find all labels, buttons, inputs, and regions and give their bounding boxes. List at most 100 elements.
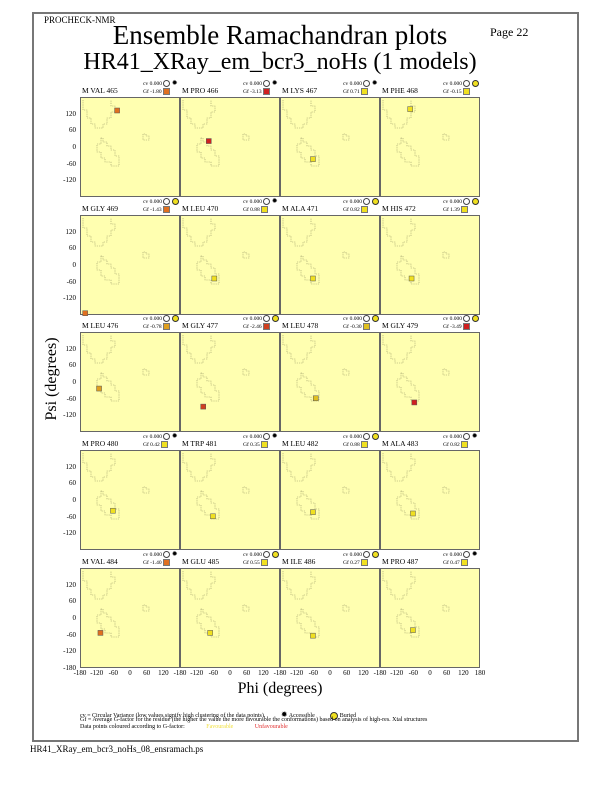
y-tick-label: 120 (65, 109, 77, 118)
panel-residue-label: M LEU 470 (182, 204, 219, 213)
clock-icon (363, 198, 371, 205)
accessible-icon: ✹ (271, 432, 278, 440)
y-tick-label: 0 (72, 496, 77, 504)
panel-residue-label: M ALA 471 (282, 204, 319, 213)
gf-value: Gf 0.71 (343, 88, 360, 95)
buried-icon (171, 315, 179, 322)
cv-value: cv 0.000 (243, 551, 262, 558)
y-tick-label: 0 (72, 614, 77, 622)
y-axis-label: Psi (degrees) (43, 337, 60, 421)
ramachandran-panel (380, 450, 480, 550)
panel-stats: cv 0.000 ✹ Gf 0.82 (443, 433, 478, 449)
buried-icon (171, 198, 179, 205)
gf-color-swatch (361, 558, 369, 566)
cv-value: cv 0.000 (243, 81, 262, 87)
panel-residue-label: M GLU 485 (182, 557, 220, 566)
clock-icon (163, 80, 171, 88)
panel-stats: cv 0.000 Gf 1.39 (443, 198, 479, 214)
ramachandran-panel (380, 568, 480, 668)
y-tick-label: -120 (63, 529, 76, 538)
accessible-icon: ✹ (171, 550, 178, 558)
gf-value: Gf -1.40 (143, 559, 162, 566)
ramachandran-panel (180, 215, 280, 315)
y-tick-label: -120 (63, 411, 76, 420)
accessible-icon: ✹ (471, 432, 478, 440)
accessible-icon: ✹ (171, 79, 178, 87)
page-title: Ensemble Ramachandran plots (112, 20, 448, 50)
panel-stats: cv 0.000 Gf -0.15 (443, 80, 479, 96)
cv-value: cv 0.000 (343, 551, 362, 558)
data-point (97, 630, 104, 636)
footer-filename: HR41_XRay_em_bcr3_noHs_08_ensramach.ps (30, 744, 204, 754)
panel-residue-label: M GLY 479 (382, 321, 419, 330)
data-point (310, 632, 316, 639)
panel-residue-label: M LEU 476 (82, 321, 119, 330)
y-tick-label: -60 (66, 512, 76, 521)
clock-icon (463, 80, 471, 87)
buried-icon (271, 551, 279, 558)
gf-color-swatch (163, 205, 171, 213)
cv-value: cv 0.000 (243, 434, 262, 440)
x-tick-label: -60 (108, 669, 118, 677)
data-point (96, 385, 102, 392)
gf-color-swatch (261, 441, 269, 448)
gf-value: Gf -1.80 (143, 88, 162, 95)
x-tick-label: 120 (258, 669, 269, 677)
ramachandran-panel (280, 215, 380, 315)
x-tick-label: 120 (458, 669, 469, 677)
region-outlines (282, 100, 350, 167)
ramachandran-panel (380, 215, 480, 315)
region-outlines (182, 453, 250, 520)
region-outlines (382, 571, 450, 638)
x-tick-label: -180 (173, 669, 187, 677)
cv-value: cv 0.000 (343, 81, 362, 87)
panel-stats: cv 0.000 ✹ Gf 0.71 (343, 80, 378, 96)
data-point (82, 310, 88, 316)
clock-icon (363, 80, 371, 88)
gf-value: Gf -3.13 (243, 88, 262, 95)
data-point (410, 627, 416, 633)
ramachandran-panel (180, 450, 280, 550)
data-point (210, 513, 216, 520)
clock-icon (163, 315, 171, 322)
gf-value: Gf -0.78 (143, 323, 162, 330)
legend-unfavourable: Unfavourable (254, 724, 288, 730)
region-outlines (82, 571, 150, 638)
y-tick-label: -120 (63, 647, 76, 656)
gf-value: Gf -1.43 (143, 206, 162, 213)
gf-color-swatch (361, 440, 369, 448)
panel-residue-label: M GLY 477 (182, 321, 219, 330)
data-point (310, 509, 316, 515)
gf-color-swatch (161, 441, 169, 448)
gf-value: Gf 0.88 (243, 206, 260, 213)
clock-icon (163, 433, 171, 441)
clock-icon (363, 551, 371, 558)
data-point (410, 510, 416, 517)
region-outlines (82, 335, 150, 402)
legend-line-3: Data points coloured according to G-fact… (80, 724, 288, 730)
y-tick-label: 60 (69, 126, 76, 135)
region-outlines (182, 335, 250, 410)
panel-stats: cv 0.000 ✹ Gf 0.88 (243, 198, 278, 214)
panel-residue-label: M ALA 483 (382, 439, 419, 448)
region-outlines (82, 218, 150, 316)
panel-residue-label: M PRO 466 (182, 86, 219, 95)
panel-residue-label: M VAL 484 (82, 557, 118, 566)
cv-value: cv 0.000 (443, 315, 462, 322)
panel-residue-label: M LEU 478 (282, 321, 319, 330)
cv-value: cv 0.000 (143, 315, 162, 322)
region-outlines (182, 571, 250, 638)
buried-icon (471, 80, 479, 87)
buried-icon (371, 198, 379, 205)
clock-icon (363, 315, 371, 322)
ramachandran-panel (180, 332, 280, 432)
y-tick-label: 0 (72, 378, 77, 386)
gf-value: Gf 0.88 (343, 441, 360, 448)
clock-icon (463, 433, 471, 441)
clock-icon (463, 198, 471, 205)
x-tick-label: -120 (390, 669, 404, 677)
region-outlines (282, 218, 350, 285)
gf-color-swatch (461, 205, 469, 213)
panel-stats: cv 0.000 ✹ Gf 0.42 (143, 433, 178, 449)
gf-color-swatch (163, 559, 171, 566)
